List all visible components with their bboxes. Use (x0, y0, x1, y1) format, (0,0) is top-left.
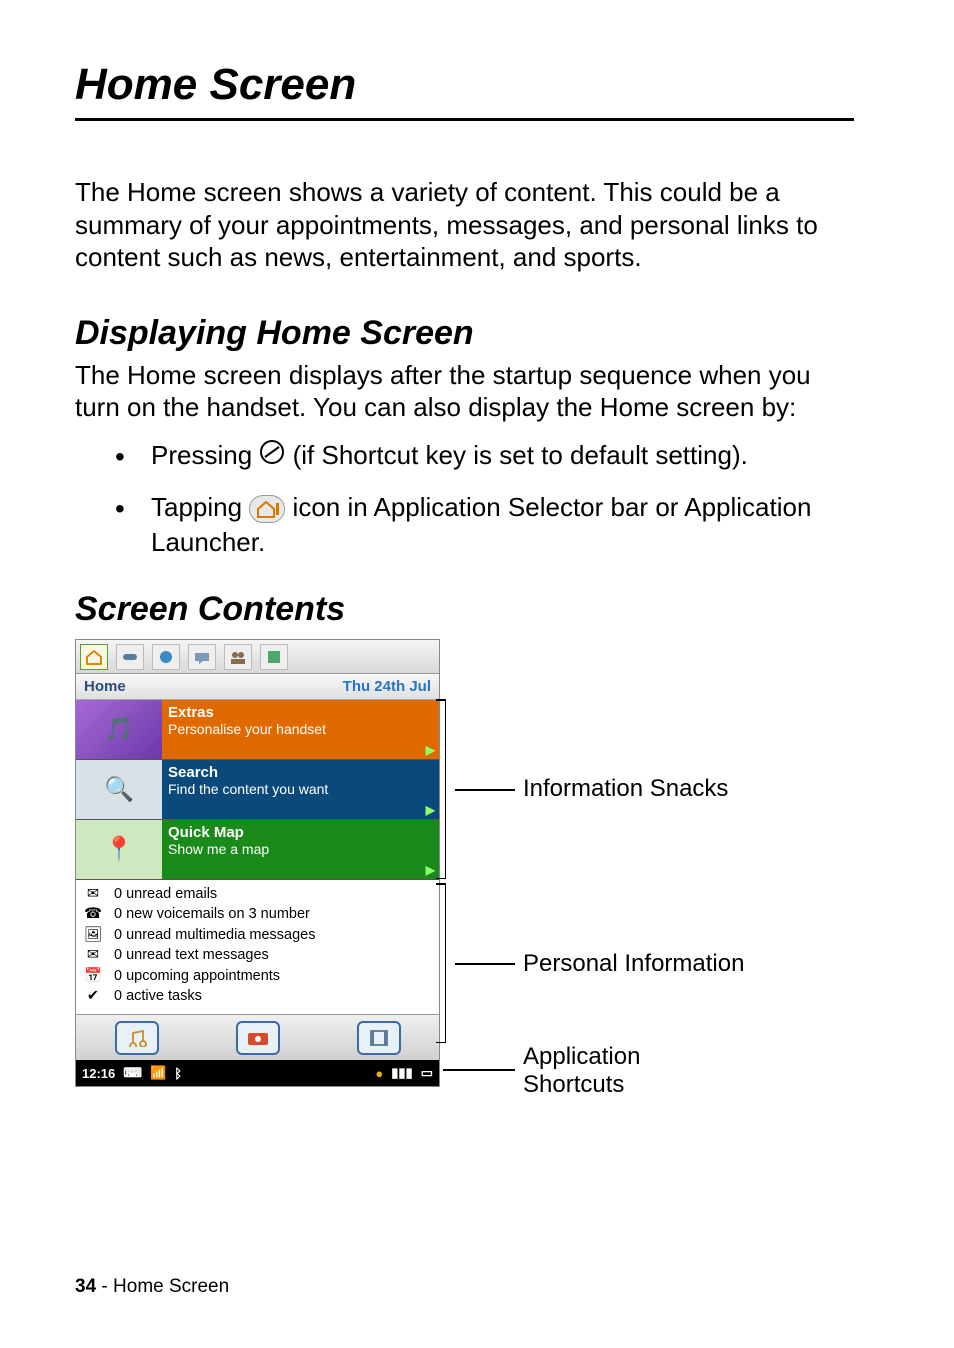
snack-extras-sub: Personalise your handset (168, 721, 433, 737)
snack-extras-title: Extras (168, 704, 433, 721)
signal-bars-icon: ▮▮▮ (391, 1065, 412, 1081)
app-selector-bar (76, 640, 439, 674)
selector-messages-icon[interactable] (188, 644, 216, 670)
snack-extras[interactable]: 🎵 Extras Personalise your handset ▶ (76, 700, 439, 760)
selector-phone-icon[interactable] (116, 644, 144, 670)
section-contents-heading: Screen Contents (75, 590, 854, 629)
selector-home-icon[interactable] (80, 644, 108, 670)
snack-search-thumb: 🔍 (76, 760, 162, 819)
section-displaying-para: The Home screen displays after the start… (75, 359, 854, 424)
callout-shortcuts: Application Shortcuts (523, 1043, 640, 1098)
snack-quickmap-title: Quick Map (168, 824, 433, 841)
snack-search[interactable]: 🔍 Search Find the content you want ▶ (76, 760, 439, 820)
snack-extras-thumb: 🎵 (76, 700, 162, 759)
voicemail-icon: ☎ (82, 906, 104, 922)
footer-label: - Home Screen (96, 1276, 229, 1297)
intro-paragraph: The Home screen shows a variety of conte… (75, 176, 854, 274)
tasks-icon: ✔ (82, 988, 104, 1004)
home-app-icon (249, 495, 285, 523)
section-displaying-heading: Displaying Home Screen (75, 314, 854, 353)
bracket-snacks (445, 699, 446, 879)
info-voicemails[interactable]: ☎0 new voicemails on 3 number (82, 904, 433, 924)
page-title: Home Screen (75, 60, 854, 110)
snack-quickmap-sub: Show me a map (168, 841, 433, 857)
bracket-personal (445, 883, 446, 1043)
title-rule (75, 118, 854, 121)
mms-icon: 🖼 (82, 926, 104, 943)
snack-quickmap[interactable]: 📍 Quick Map Show me a map ▶ (76, 820, 439, 880)
titlebar-date: Thu 24th Jul (343, 678, 431, 695)
battery-icon: ▭ (421, 1065, 433, 1081)
info-tasks[interactable]: ✔0 active tasks (82, 986, 433, 1006)
chevron-right-icon: ▶ (426, 863, 435, 877)
shortcut-camera-icon[interactable] (236, 1021, 280, 1055)
status-time: 12:16 (82, 1066, 115, 1081)
network-icon: ● (375, 1066, 383, 1081)
chevron-right-icon: ▶ (426, 743, 435, 757)
snack-search-title: Search (168, 764, 433, 781)
email-icon: ✉ (82, 886, 104, 902)
info-appointments[interactable]: 📅0 upcoming appointments (82, 965, 433, 986)
sms-icon: ✉ (82, 947, 104, 963)
bullet1-text-b: (if Shortcut key is set to default setti… (293, 440, 748, 470)
snack-quickmap-thumb: 📍 (76, 820, 162, 879)
callout-info-snacks: Information Snacks (523, 775, 728, 803)
snack-search-sub: Find the content you want (168, 781, 433, 797)
device-screen: Home Thu 24th Jul 🎵 Extras Personalise y… (75, 639, 440, 1087)
screenshot-diagram: Home Thu 24th Jul 🎵 Extras Personalise y… (75, 639, 854, 1087)
info-mms[interactable]: 🖼0 unread multimedia messages (82, 924, 433, 945)
callout-line-3 (443, 1069, 515, 1071)
selector-browser-icon[interactable] (152, 644, 180, 670)
callout-line-1 (455, 789, 515, 791)
page-number: 34 (75, 1276, 96, 1297)
shortcut-bar (76, 1014, 439, 1060)
callout-line-2 (455, 963, 515, 965)
keyboard-icon: ⌨ (123, 1065, 142, 1081)
selector-apps-icon[interactable] (260, 644, 288, 670)
page-footer: 34 - Home Screen (75, 1276, 229, 1298)
bullet1-text-a: Pressing (151, 440, 259, 470)
titlebar-left: Home (84, 678, 126, 695)
home-title-bar: Home Thu 24th Jul (76, 674, 439, 700)
calendar-icon: 📅 (82, 967, 104, 984)
selector-contacts-icon[interactable] (224, 644, 252, 670)
bluetooth-icon: ᛒ (174, 1066, 182, 1081)
chevron-right-icon: ▶ (426, 803, 435, 817)
shortcut-music-icon[interactable] (115, 1021, 159, 1055)
shortcut-video-icon[interactable] (357, 1021, 401, 1055)
info-emails[interactable]: ✉0 unread emails (82, 884, 433, 904)
status-bar: 12:16 ⌨ 📶 ᛒ ● ▮▮▮ ▭ (76, 1060, 439, 1086)
snacks-region: 🎵 Extras Personalise your handset ▶ 🔍 Se… (76, 700, 439, 880)
bullet-pressing: Pressing (if Shortcut key is set to defa… (115, 438, 854, 475)
display-bullets: Pressing (if Shortcut key is set to defa… (75, 438, 854, 561)
bullet-tapping: Tapping icon in Application Selector bar… (115, 490, 854, 560)
shortcut-key-icon (259, 439, 285, 474)
info-sms[interactable]: ✉0 unread text messages (82, 945, 433, 965)
bullet2-text-a: Tapping (151, 492, 249, 522)
signal-strength-icon: 📶 (150, 1065, 166, 1081)
callout-personal-info: Personal Information (523, 950, 744, 978)
personal-info-region: ✉0 unread emails ☎0 new voicemails on 3 … (76, 880, 439, 1014)
